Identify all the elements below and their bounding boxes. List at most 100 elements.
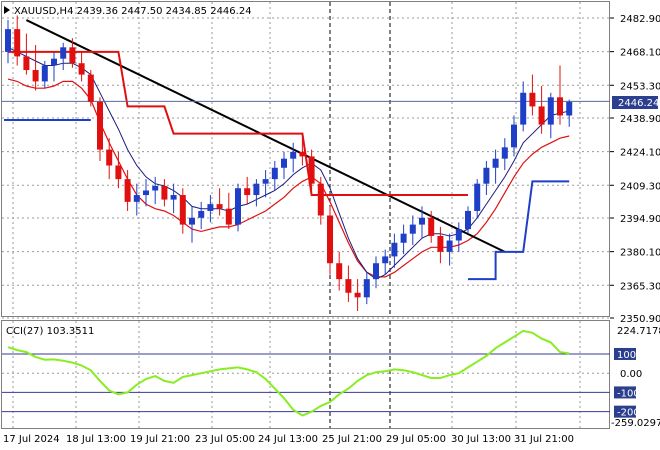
- candle-body: [419, 217, 425, 225]
- price-tick-label: 2424.10: [620, 148, 660, 159]
- time-tick-label: 23 Jul 05:00: [195, 434, 255, 445]
- time-tick-label: 18 Jul 13:00: [66, 434, 126, 445]
- candle-body: [271, 167, 278, 180]
- candle-body: [400, 233, 407, 243]
- fast-moving-average-line: [7, 46, 570, 280]
- candle-body: [225, 208, 232, 225]
- candle-body: [354, 292, 361, 298]
- cci-level-tag: [614, 386, 636, 399]
- current-price-label: 2446.24: [618, 98, 659, 109]
- price-tick-label: 2409.30: [620, 181, 660, 192]
- candle-body: [547, 97, 554, 125]
- collapse-triangle-icon[interactable]: [4, 6, 10, 14]
- candle-body: [317, 183, 324, 216]
- candle-body: [179, 195, 186, 225]
- candle-body: [465, 210, 471, 230]
- blue-stop-line: [468, 180, 570, 281]
- time-axis: 17 Jul 2024 18 Jul 13:00 19 Jul 21:00 23 Ju…: [3, 434, 574, 445]
- candle-body: [143, 190, 149, 196]
- candle-body: [69, 47, 76, 64]
- cci-scale-bottom: -259.0297: [611, 418, 660, 429]
- candle-body: [235, 188, 241, 225]
- candle-body: [14, 29, 21, 57]
- candle-body: [106, 149, 113, 166]
- candle-body: [538, 106, 545, 125]
- main-panel-frame: [1, 1, 610, 317]
- cci-level-tag: [614, 347, 636, 360]
- candle-body: [327, 215, 333, 264]
- price-tick-label: 2468.10: [620, 48, 660, 59]
- candle-body: [115, 165, 122, 180]
- symbol-header: XAUUSD,H4 2439.36 2447.50 2434.85 2446.2…: [14, 6, 252, 17]
- candle-body: [437, 235, 444, 252]
- time-tick-label: 24 Jul 13:00: [258, 434, 318, 445]
- cci-level-label: 100: [617, 350, 636, 361]
- candle-body: [474, 183, 481, 211]
- candle-body: [60, 47, 67, 59]
- trendline: [25, 19, 506, 253]
- candle-body: [170, 195, 177, 200]
- candle-body: [87, 74, 94, 102]
- current-price-tag: [612, 96, 658, 109]
- time-tick-label: 25 Jul 21:00: [322, 434, 382, 445]
- candle-body: [198, 210, 205, 218]
- candle-body: [51, 58, 57, 66]
- candle-body: [133, 195, 140, 202]
- time-tick-label: 29 Jul 05:00: [386, 434, 446, 445]
- candle-body: [336, 263, 343, 280]
- cci-level-lines: [2, 353, 610, 413]
- candle-body: [308, 156, 315, 184]
- candle-body: [290, 151, 297, 159]
- candle-body: [244, 188, 251, 196]
- cci-level-tag: [614, 405, 636, 418]
- candle-body: [363, 279, 370, 298]
- candle-body: [391, 242, 398, 257]
- candle-body: [124, 179, 131, 202]
- candle-body: [483, 167, 490, 184]
- cci-header: CCI(27) 103.3511: [6, 326, 94, 337]
- candle-body: [161, 185, 168, 200]
- candle-body: [41, 65, 48, 82]
- candle-body: [299, 151, 306, 157]
- time-tick-label: 17 Jul 2024: [3, 434, 60, 445]
- candle-body: [529, 92, 536, 107]
- candle-body: [382, 256, 389, 264]
- candle-body: [492, 158, 499, 168]
- candle-body: [32, 70, 39, 82]
- candle-body: [152, 185, 159, 191]
- cci-level-label: -200: [617, 408, 640, 419]
- candle-body: [216, 204, 223, 209]
- candle-body: [262, 179, 269, 184]
- candle-body: [97, 101, 103, 150]
- time-tick-label: 31 Jul 21:00: [514, 434, 574, 445]
- cci-line: [7, 329, 570, 417]
- candle-body: [446, 240, 453, 252]
- candle-body: [207, 204, 214, 211]
- candle-body: [566, 101, 573, 116]
- candle-body: [23, 56, 30, 71]
- price-tick-label: 2453.30: [620, 81, 660, 92]
- time-tick-label: 30 Jul 13:00: [451, 434, 511, 445]
- candle-body: [520, 92, 527, 125]
- red-stop-line: [8, 50, 468, 197]
- cci-level-label: -100: [617, 388, 640, 399]
- price-tick-label: 2482.90: [620, 14, 660, 25]
- candle-body: [455, 229, 462, 241]
- candle-body: [409, 224, 416, 234]
- indicator-panel-frame: [1, 320, 610, 429]
- price-tick-label: 2365.30: [620, 281, 660, 292]
- price-axis: 2482.90 2468.10 2453.30 2438.90 2424.10 2409.…: [610, 14, 660, 325]
- cci-level-label: 0.00: [620, 369, 642, 380]
- candle-body: [281, 158, 287, 168]
- candle-body: [511, 124, 517, 148]
- cci-series: [7, 329, 570, 417]
- grid-lines: [2, 2, 610, 428]
- price-tick-label: 2438.90: [620, 114, 660, 125]
- price-tick-label: 2350.90: [620, 314, 660, 325]
- candlestick-series: [5, 15, 573, 311]
- candle-body: [557, 97, 563, 116]
- candle-body: [189, 217, 195, 225]
- candle-body: [345, 279, 352, 293]
- cci-axis: 224.7178 100 0.00 -100 -200-259.0297: [611, 326, 660, 429]
